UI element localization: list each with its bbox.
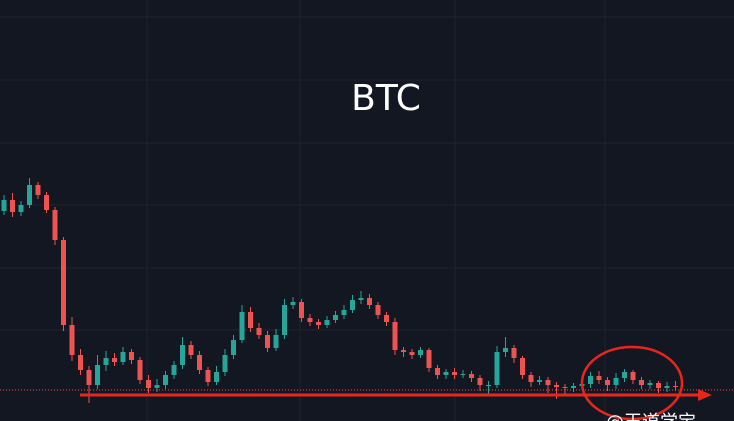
- candle-body: [443, 372, 449, 375]
- candle-body: [596, 376, 602, 380]
- candle-body: [384, 315, 389, 322]
- candle-body: [571, 386, 576, 388]
- candle-body: [477, 378, 483, 385]
- candle-body: [231, 340, 236, 355]
- candle-body: [214, 372, 219, 382]
- arrow-head: [698, 389, 712, 401]
- candle-body: [647, 383, 653, 385]
- candle-body: [18, 205, 24, 212]
- candle-body: [154, 385, 160, 388]
- candle-body: [197, 355, 202, 370]
- candle-body: [163, 375, 168, 385]
- candle-body: [358, 298, 364, 300]
- candle-body: [588, 376, 593, 384]
- candle-body: [605, 380, 610, 385]
- candle-body: [10, 200, 15, 212]
- candle-body: [435, 368, 440, 375]
- candle-body: [324, 320, 330, 325]
- candle-body: [630, 372, 636, 380]
- candle-body: [95, 365, 100, 385]
- candle-body: [239, 312, 245, 340]
- candle-body: [452, 372, 457, 375]
- candles: [1, 178, 678, 403]
- candle-body: [656, 383, 661, 388]
- candle-body: [350, 300, 355, 310]
- candle-body: [205, 370, 211, 382]
- candle-body: [35, 185, 41, 195]
- candle-body: [188, 345, 194, 355]
- candle-body: [460, 374, 466, 375]
- candle-body: [469, 374, 474, 378]
- chart-title: BTC: [351, 78, 421, 119]
- candle-body: [537, 380, 542, 382]
- candle-body: [375, 305, 381, 315]
- candle-body: [78, 355, 83, 370]
- candle-body: [146, 380, 151, 388]
- candle-body: [664, 386, 670, 388]
- candle-body: [86, 370, 92, 385]
- candle-body: [256, 328, 262, 335]
- candle-body: [418, 350, 423, 355]
- candle-body: [307, 318, 313, 322]
- candle-body: [528, 375, 534, 382]
- candle-body: [673, 386, 678, 387]
- candle-body: [341, 310, 347, 315]
- candle-body: [61, 240, 66, 325]
- candle-body: [1, 200, 7, 211]
- candle-body: [392, 322, 398, 350]
- candle-body: [511, 348, 517, 358]
- candle-body: [180, 345, 185, 365]
- candle-body: [27, 185, 32, 205]
- candle-body: [112, 358, 117, 362]
- candle-body: [316, 322, 321, 325]
- candle-body: [290, 302, 296, 305]
- candle-body: [120, 352, 126, 362]
- candle-body: [69, 325, 75, 355]
- candle-body: [222, 355, 228, 372]
- candle-body: [137, 360, 143, 380]
- candle-body: [520, 358, 525, 375]
- candle-body: [554, 385, 559, 387]
- annotation-circle: [580, 345, 684, 421]
- candle-body: [52, 210, 58, 240]
- candle-body: [503, 348, 508, 352]
- candle-body: [299, 302, 304, 318]
- candle-body: [265, 335, 270, 348]
- candle-body: [44, 195, 49, 210]
- candle-body: [367, 298, 372, 305]
- candle-body: [282, 305, 287, 335]
- candle-body: [129, 352, 134, 360]
- watermark: @王道学宝: [606, 412, 696, 421]
- candle-body: [562, 387, 568, 388]
- candle-body: [494, 352, 500, 385]
- candle-body: [426, 350, 432, 368]
- candle-body: [486, 385, 491, 386]
- candle-body: [613, 378, 619, 385]
- candle-body: [545, 380, 551, 385]
- candle-body: [409, 352, 415, 355]
- candle-body: [333, 315, 338, 320]
- candle-body: [171, 365, 177, 375]
- candle-body: [103, 358, 109, 365]
- candle-body: [622, 372, 627, 378]
- candle-body: [273, 335, 279, 348]
- candle-body: [639, 380, 644, 385]
- candle-body: [248, 312, 253, 328]
- candle-body: [401, 350, 406, 352]
